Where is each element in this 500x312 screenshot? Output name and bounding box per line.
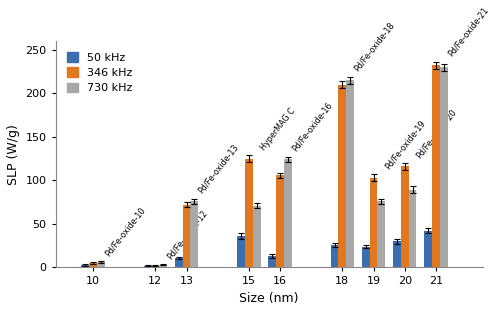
Bar: [268, 256, 276, 267]
Bar: [152, 266, 160, 267]
Bar: [253, 206, 260, 267]
Bar: [424, 231, 432, 267]
Y-axis label: SLP (W/g): SLP (W/g): [7, 124, 20, 185]
Bar: [370, 178, 378, 267]
Bar: [393, 241, 401, 267]
Bar: [346, 80, 354, 267]
Bar: [245, 158, 253, 267]
Bar: [237, 236, 245, 267]
Bar: [432, 66, 440, 267]
Legend: 50 kHz, 346 kHz, 730 kHz: 50 kHz, 346 kHz, 730 kHz: [61, 46, 138, 99]
Bar: [284, 159, 292, 267]
Text: Pd/Fe-oxide-18: Pd/Fe-oxide-18: [352, 21, 396, 73]
Bar: [440, 67, 448, 267]
Bar: [276, 175, 284, 267]
Text: Pd/Fe-oxide-20: Pd/Fe-oxide-20: [414, 107, 459, 159]
Text: Pd/Fe-oxide-13: Pd/Fe-oxide-13: [196, 143, 240, 195]
Bar: [378, 201, 385, 267]
Bar: [330, 245, 338, 267]
Bar: [362, 246, 370, 267]
Bar: [190, 201, 198, 267]
Bar: [182, 205, 190, 267]
Text: Pd/Fe-oxide-19: Pd/Fe-oxide-19: [384, 118, 428, 171]
Text: HyperMAG C: HyperMAG C: [259, 106, 297, 152]
X-axis label: Size (nm): Size (nm): [240, 292, 299, 305]
Bar: [97, 262, 104, 267]
Bar: [338, 85, 346, 267]
Bar: [144, 266, 152, 267]
Bar: [160, 265, 167, 267]
Text: Pd/Fe-oxide-10: Pd/Fe-oxide-10: [103, 206, 146, 258]
Bar: [89, 263, 97, 267]
Bar: [175, 258, 182, 267]
Bar: [401, 166, 408, 267]
Bar: [82, 265, 89, 267]
Text: Pd/Fe-oxide-16: Pd/Fe-oxide-16: [290, 101, 334, 154]
Text: Pd/Fe-oxide-21: Pd/Fe-oxide-21: [446, 6, 490, 58]
Bar: [408, 190, 416, 267]
Text: Pd/Fe-oxide-12: Pd/Fe-oxide-12: [166, 208, 209, 261]
